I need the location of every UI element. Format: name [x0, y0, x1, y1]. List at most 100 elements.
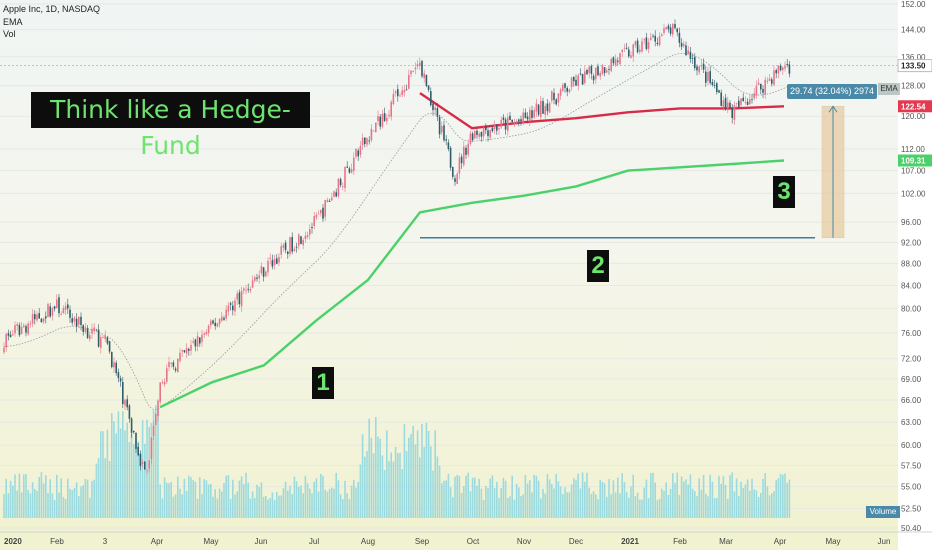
ema-indicator-label[interactable]: EMA — [3, 17, 23, 27]
x-axis: 2020 Feb 3 Apr May Jun Jul Aug Sep Oct Nov Dec 2021 F… — [0, 531, 932, 546]
volume-bar — [636, 492, 639, 518]
volume-bar — [324, 489, 326, 518]
candle-body — [40, 318, 43, 323]
candle-body — [287, 251, 289, 255]
volume-bar — [643, 487, 645, 518]
candle-body — [370, 128, 373, 141]
candle-body — [276, 258, 278, 264]
y-tick-label: 128.00 — [901, 82, 926, 91]
candle-body — [782, 67, 784, 71]
volume-bar — [150, 423, 153, 518]
candle-body — [562, 84, 564, 92]
candle-body — [663, 28, 665, 34]
volume-bar — [353, 479, 355, 518]
candle-body — [302, 239, 304, 246]
candle-body — [295, 246, 298, 248]
candle-body — [353, 157, 355, 171]
y-tick-label: 52.50 — [901, 505, 922, 514]
candle-body — [478, 133, 480, 137]
candle-body — [267, 260, 269, 273]
volume-bar — [207, 484, 210, 518]
volume-bar — [742, 487, 744, 518]
candle-body — [658, 36, 661, 46]
volume-bar — [566, 492, 568, 518]
volume-bar — [218, 488, 221, 518]
candle-body — [454, 178, 456, 182]
volume-bar — [559, 486, 562, 518]
volume-bar — [537, 480, 540, 518]
volume-bar — [64, 498, 67, 518]
candle-body — [42, 318, 45, 322]
candle-body — [680, 42, 683, 47]
x-tick-label: Jun — [878, 537, 891, 546]
volume-bar — [766, 486, 769, 518]
candle-body — [465, 147, 467, 155]
volume-bar — [430, 446, 432, 518]
volume-bar — [304, 475, 307, 518]
y-tick-label: 84.00 — [901, 282, 922, 291]
candle-body — [394, 91, 397, 94]
volume-bar — [526, 483, 529, 518]
volume-bar — [280, 495, 282, 518]
y-tick-label: 55.00 — [901, 483, 922, 492]
candle-body — [56, 299, 58, 309]
volume-bar — [326, 491, 329, 518]
candle-body — [524, 112, 527, 118]
volume-bar — [370, 437, 373, 518]
candle-body — [194, 339, 197, 347]
candle-body — [152, 425, 155, 436]
candle-body — [73, 317, 76, 322]
volume-bar — [232, 479, 234, 518]
candle-body — [683, 44, 685, 46]
volume-bar — [520, 495, 522, 518]
volume-bar — [379, 438, 381, 518]
volume-bar — [225, 475, 227, 518]
candle-body — [408, 74, 410, 89]
volume-bar — [410, 434, 412, 518]
candle-body — [383, 113, 386, 121]
candle-body — [364, 137, 366, 144]
volume-bar — [718, 475, 720, 518]
volume-bar — [443, 480, 445, 518]
volume-bar — [100, 431, 102, 518]
volume-bar — [78, 496, 80, 518]
candle-body — [344, 167, 346, 189]
candle-body — [522, 112, 524, 123]
volume-bar — [773, 491, 775, 518]
candle-body — [447, 142, 450, 149]
candle-body — [5, 334, 7, 348]
candle-body — [533, 110, 535, 118]
volume-bar — [80, 486, 82, 518]
candle-body — [377, 116, 379, 122]
volume-bar — [144, 443, 146, 518]
candle-body — [540, 100, 542, 118]
vol-indicator-label[interactable]: Vol — [3, 29, 16, 39]
candle-body — [722, 100, 725, 108]
candle-body — [654, 35, 656, 42]
candle-body — [216, 323, 219, 327]
volume-bar — [284, 481, 287, 518]
volume-bar — [698, 478, 700, 518]
candle-body — [678, 32, 681, 43]
volume-bar — [568, 492, 571, 518]
x-tick-label: Mar — [719, 537, 733, 546]
candle-body — [29, 323, 32, 325]
candle-body — [511, 119, 513, 122]
volume-bar — [31, 482, 34, 518]
candle-body — [148, 460, 150, 469]
candle-body — [520, 119, 522, 121]
candle-body — [91, 328, 93, 334]
volume-bar — [575, 479, 577, 518]
candle-body — [306, 234, 309, 237]
y-tick-label: 88.00 — [901, 259, 922, 268]
volume-bar — [731, 472, 733, 518]
volume-bar — [608, 479, 610, 518]
volume-bar — [335, 472, 337, 518]
volume-bar — [504, 480, 507, 518]
volume-bar — [163, 477, 166, 518]
volume-bar — [245, 472, 247, 518]
candle-body — [155, 414, 157, 425]
candle-body — [291, 237, 293, 252]
candle-body — [326, 200, 329, 203]
volume-bar — [282, 488, 285, 518]
